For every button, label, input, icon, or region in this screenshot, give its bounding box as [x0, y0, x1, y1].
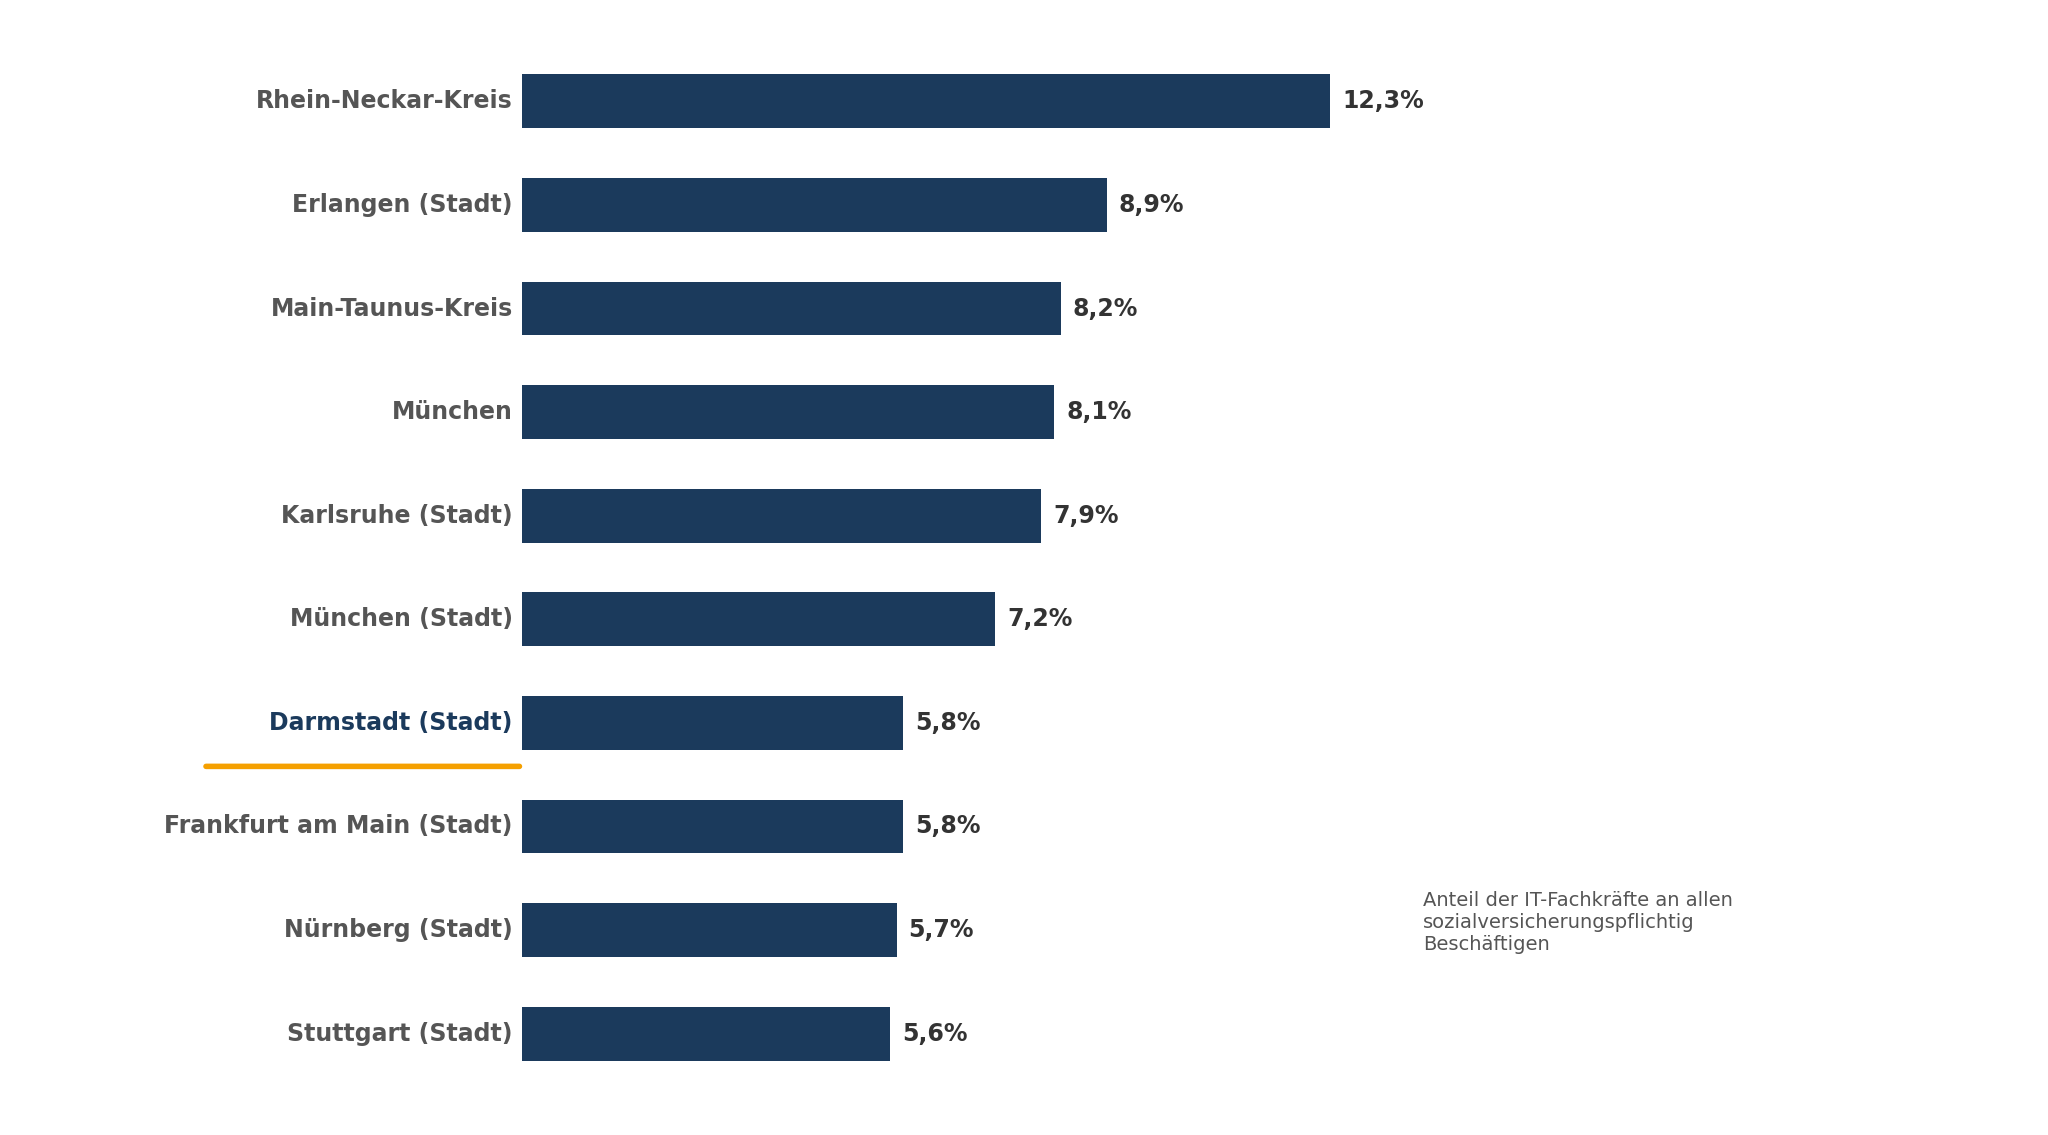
Text: Frankfurt am Main (Stadt): Frankfurt am Main (Stadt) — [164, 815, 512, 839]
Bar — [522, 489, 1040, 543]
Text: 7,2%: 7,2% — [1008, 607, 1073, 631]
Text: Main-Taunus-Kreis: Main-Taunus-Kreis — [270, 296, 512, 320]
Text: 5,6%: 5,6% — [901, 1022, 967, 1045]
Text: Nürnberg (Stadt): Nürnberg (Stadt) — [285, 918, 512, 942]
Text: 5,8%: 5,8% — [915, 711, 981, 734]
Text: 12,3%: 12,3% — [1341, 90, 1423, 114]
Bar — [522, 592, 995, 646]
Text: 8,1%: 8,1% — [1067, 401, 1130, 424]
Bar — [522, 696, 903, 750]
Text: 5,7%: 5,7% — [909, 918, 975, 942]
Text: 8,2%: 8,2% — [1073, 296, 1139, 320]
Bar — [522, 903, 897, 957]
Text: München (Stadt): München (Stadt) — [289, 607, 512, 631]
Text: München: München — [391, 401, 512, 424]
Bar — [522, 281, 1061, 336]
Bar — [522, 178, 1106, 232]
Bar — [522, 1007, 891, 1060]
Text: Darmstadt (Stadt): Darmstadt (Stadt) — [270, 711, 512, 734]
Text: 5,8%: 5,8% — [915, 815, 981, 839]
Text: Karlsruhe (Stadt): Karlsruhe (Stadt) — [281, 504, 512, 528]
Text: 8,9%: 8,9% — [1118, 193, 1184, 217]
Text: Erlangen (Stadt): Erlangen (Stadt) — [293, 193, 512, 217]
Bar — [522, 385, 1055, 439]
Text: Rhein-Neckar-Kreis: Rhein-Neckar-Kreis — [256, 90, 512, 114]
Bar — [522, 799, 903, 854]
Bar — [522, 75, 1329, 128]
Text: 7,9%: 7,9% — [1053, 504, 1118, 528]
Text: Anteil der IT-Fachkräfte an allen
sozialversicherungspflichtig
Beschäftigen: Anteil der IT-Fachkräfte an allen sozial… — [1423, 891, 1733, 955]
Text: Stuttgart (Stadt): Stuttgart (Stadt) — [287, 1022, 512, 1045]
